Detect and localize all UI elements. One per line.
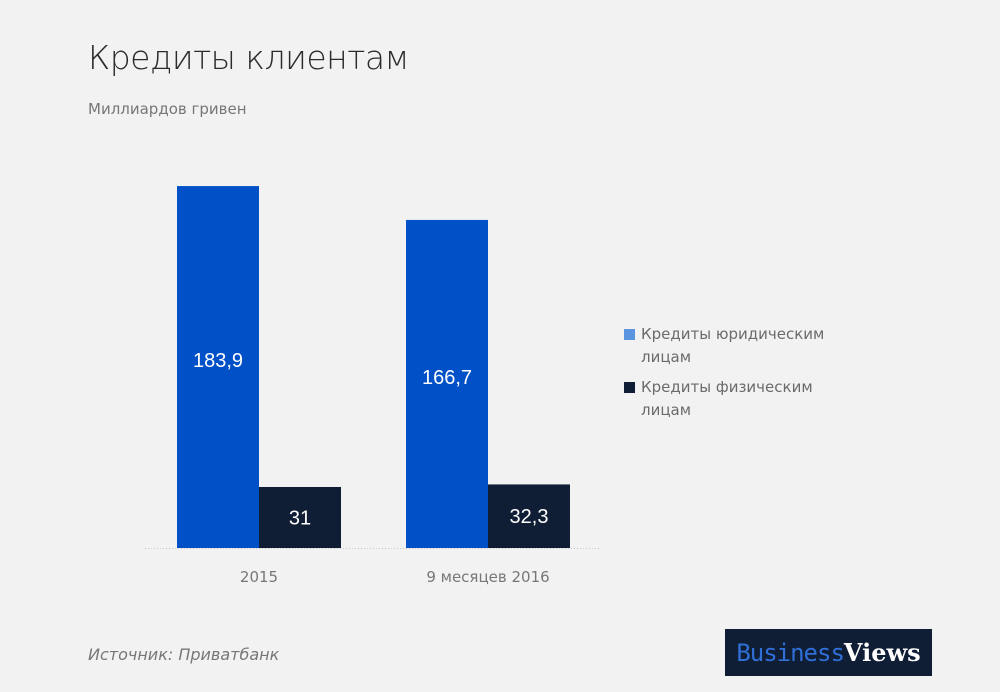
x-tick-label: 2015 [240, 568, 278, 586]
data-label: 183,9 [193, 350, 243, 372]
bar-individual-1 [488, 484, 570, 548]
legend-swatch [624, 329, 635, 340]
x-tick-label: 9 месяцев 2016 [426, 568, 549, 586]
legend: Кредиты юридическим лицам Кредиты физиче… [624, 323, 864, 429]
legend-item-individual: Кредиты физическим лицам [624, 376, 864, 422]
bar-legal-1 [406, 219, 488, 549]
legend-label: Кредиты юридическим лицам [641, 325, 825, 366]
chart-subtitle: Миллиардов гривен [88, 100, 247, 118]
data-label: 32,3 [510, 506, 549, 528]
legend-swatch [624, 382, 635, 393]
data-label: 166,7 [422, 367, 472, 389]
bar-legal-0 [177, 186, 259, 549]
legend-item-legal: Кредиты юридическим лицам [624, 323, 864, 369]
source-note: Источник: Приватбанк [88, 645, 280, 664]
businessviews-logo: Business Views [725, 629, 932, 676]
chart-title: Кредиты клиентам [88, 38, 409, 77]
bar-individual-0 [259, 486, 341, 548]
data-label: 31 [289, 507, 311, 529]
legend-label: Кредиты физическим лицам [641, 378, 813, 419]
